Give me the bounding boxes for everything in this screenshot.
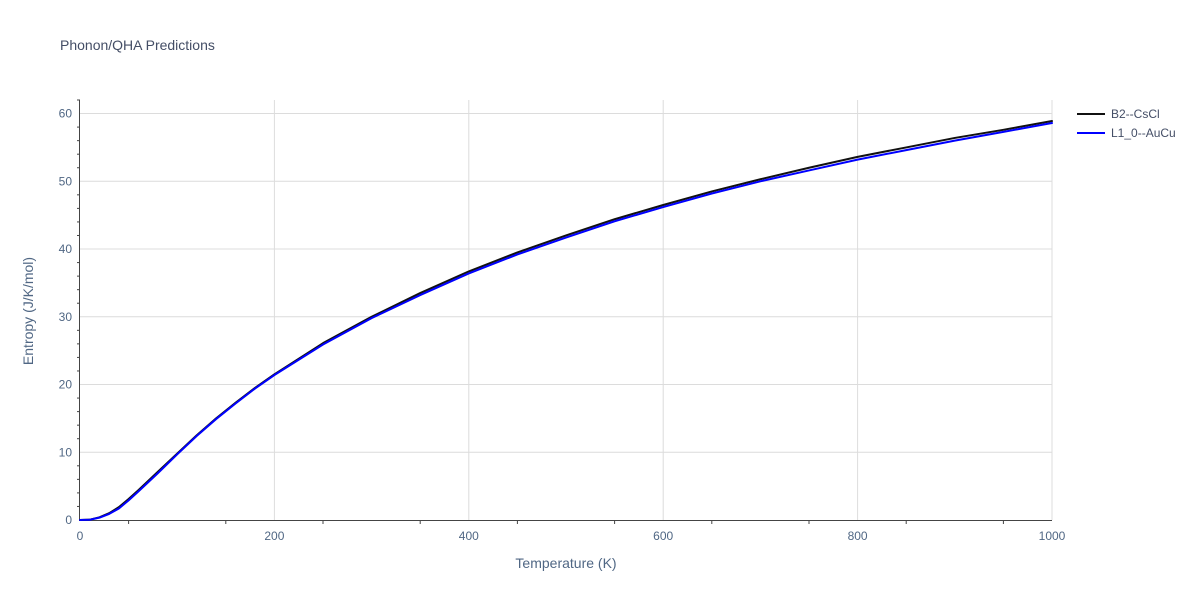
x-tick-label: 800 [848, 529, 868, 543]
y-tick-label: 0 [65, 513, 72, 527]
legend-label: B2--CsCl [1111, 107, 1160, 121]
y-tick-label: 10 [59, 445, 73, 459]
y-tick-label: 30 [59, 310, 73, 324]
y-tick-label: 60 [59, 107, 73, 121]
series-line-1 [79, 122, 1053, 521]
legend-item[interactable]: B2--CsCl [1077, 107, 1160, 121]
chart-title: Phonon/QHA Predictions [60, 37, 215, 53]
x-tick-label: 400 [459, 529, 479, 543]
legend-label: L1_0--AuCu [1111, 126, 1176, 140]
y-axis-title: Entropy (J/K/mol) [20, 257, 36, 365]
x-tick-label: 200 [264, 529, 284, 543]
x-tick-label: 1000 [1039, 529, 1066, 543]
series-lines [79, 120, 1053, 521]
series-line-0 [79, 120, 1053, 521]
grid [80, 100, 1053, 520]
x-axis-title: Temperature (K) [515, 555, 616, 571]
y-tick-label: 40 [59, 242, 73, 256]
tick-labels: 0 200 400 600 800 1000 0 10 20 30 40 50 60 [59, 99, 1066, 543]
x-tick-label: 600 [653, 529, 673, 543]
legend-item[interactable]: L1_0--AuCu [1077, 126, 1176, 140]
y-tick-label: 20 [59, 378, 73, 392]
axes [79, 100, 1052, 521]
y-tick-label: 50 [59, 174, 73, 188]
legend[interactable]: B2--CsCl L1_0--AuCu [1077, 107, 1176, 140]
x-tick-label: 0 [77, 529, 84, 543]
